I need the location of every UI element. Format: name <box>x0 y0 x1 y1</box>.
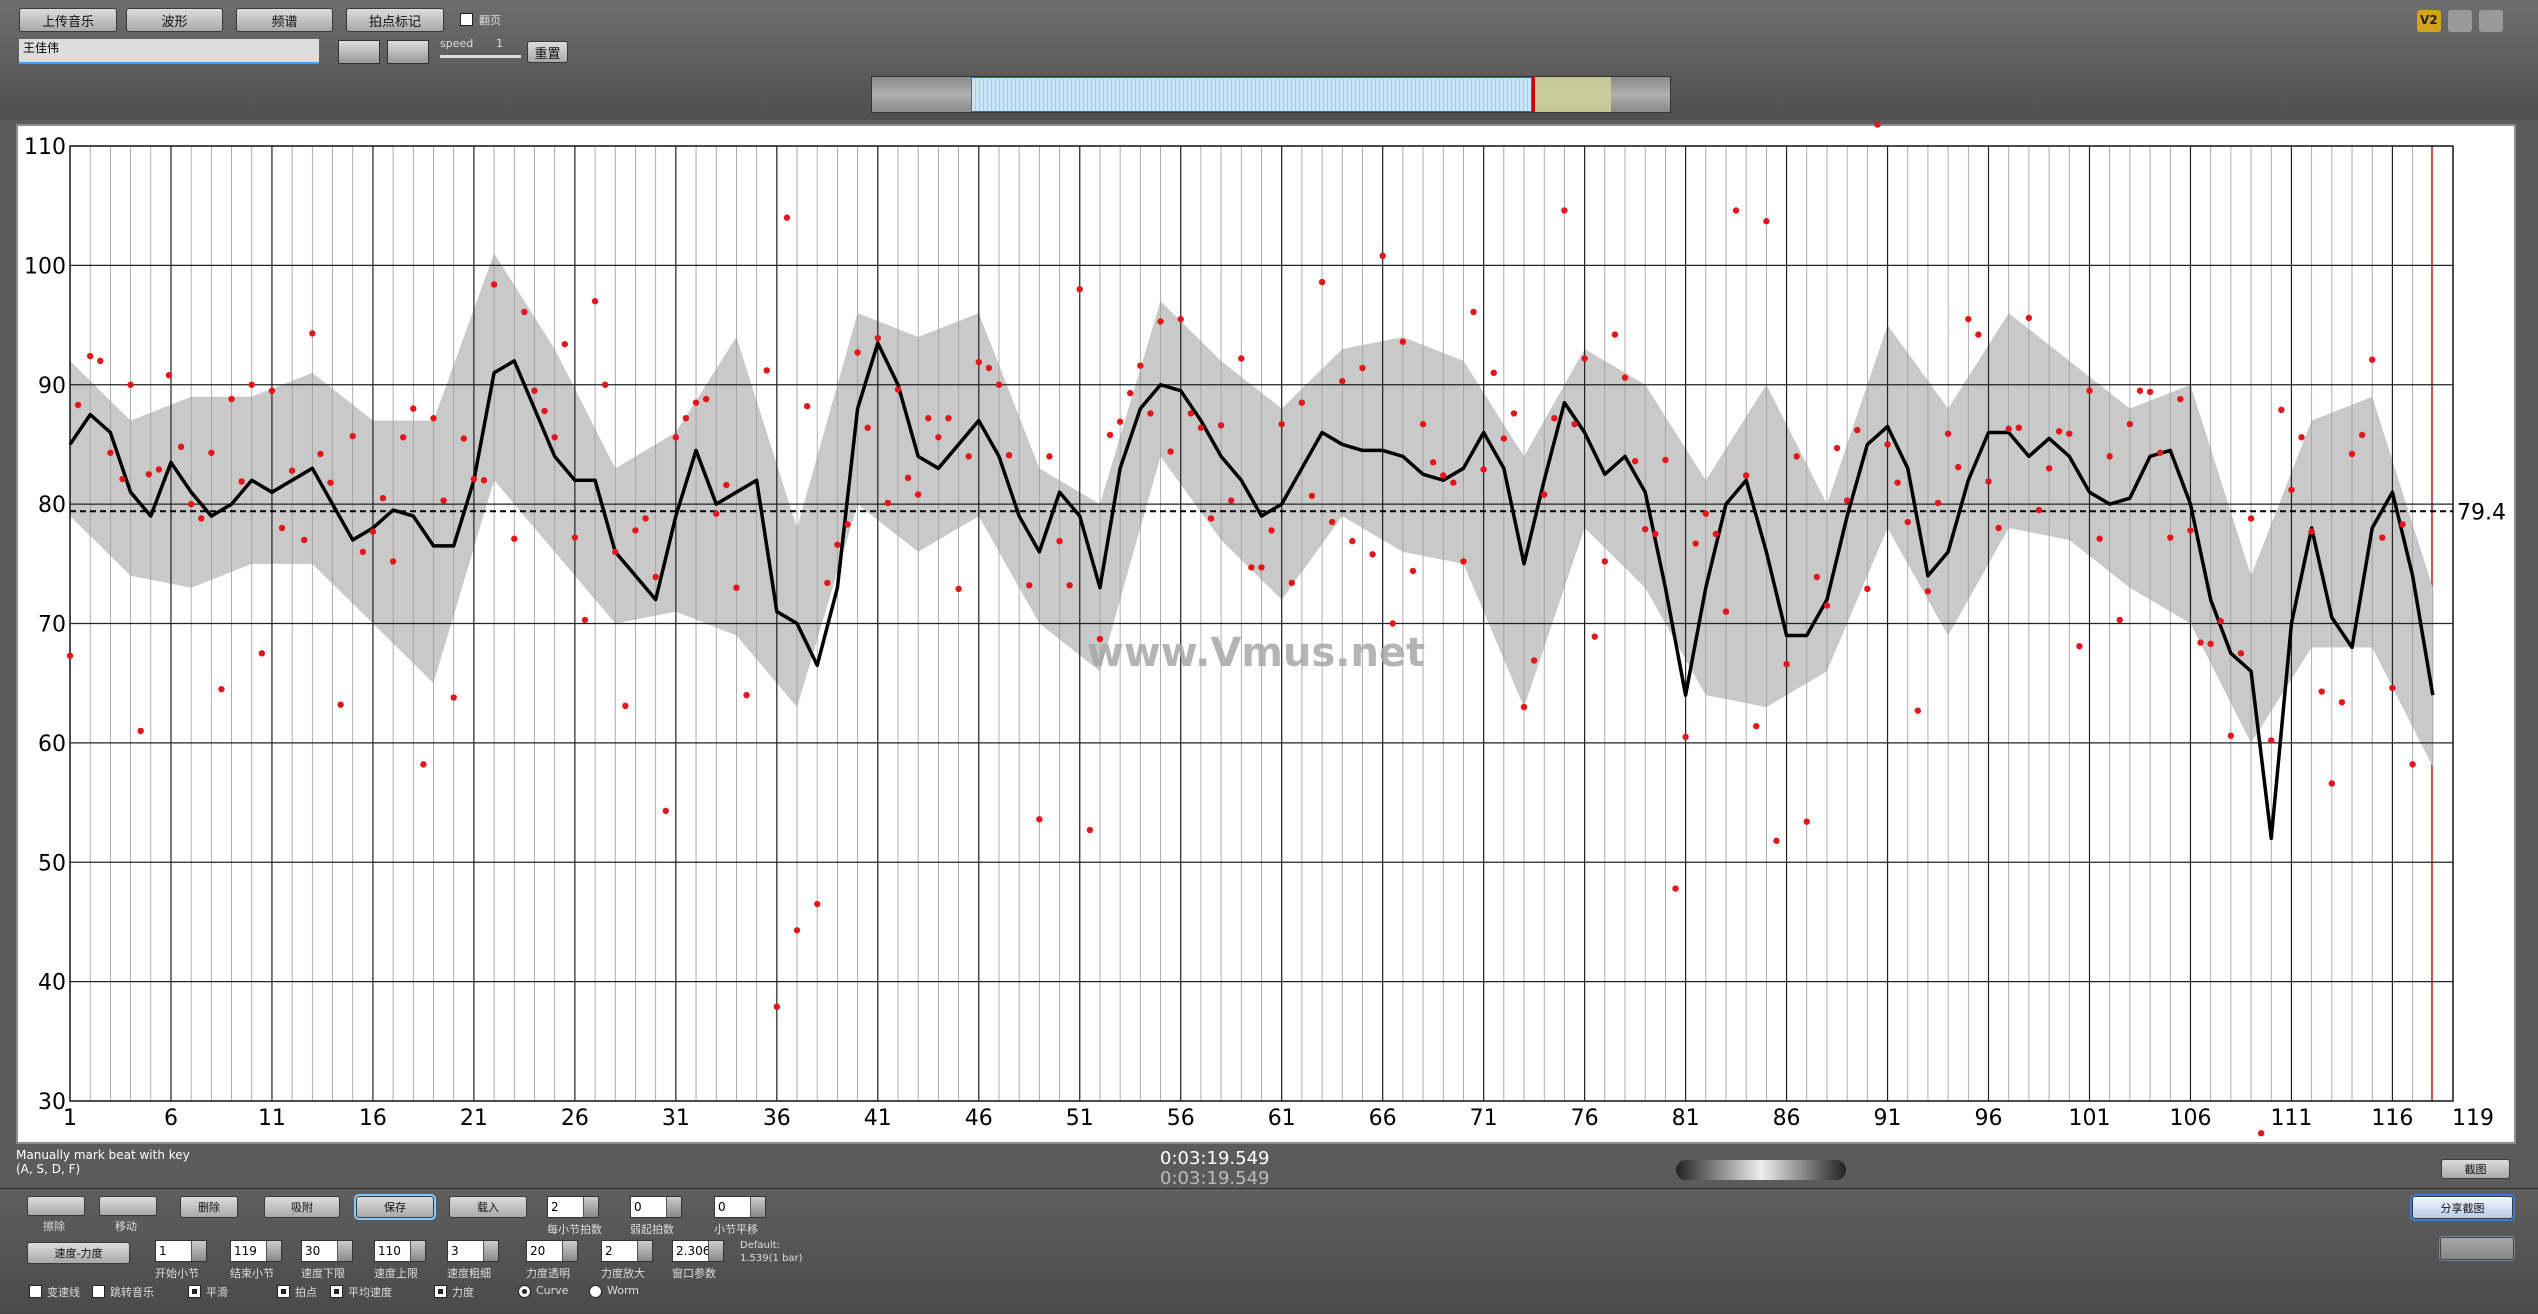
beat-spinner-label: 小节平移 <box>714 1223 758 1236</box>
hint-keys: (A, S, D, F) <box>16 1162 81 1176</box>
toolbar-button[interactable]: 波形 <box>126 8 223 32</box>
view-label: Curve <box>536 1284 569 1297</box>
option-label: 力度 <box>452 1286 474 1299</box>
version-label: V2 <box>2420 13 2438 27</box>
mode-button[interactable]: 速度-力度 <box>27 1242 130 1264</box>
tool-icon-button[interactable] <box>99 1196 157 1216</box>
tool-icon-button[interactable] <box>27 1196 85 1216</box>
disabled-button <box>2439 1236 2515 1261</box>
version-icon[interactable] <box>2417 10 2441 32</box>
window-default-value: 1.539(1 bar) <box>740 1253 803 1264</box>
tool-label: 擦除 <box>43 1220 65 1233</box>
curve-spinner-label: 开始小节 <box>155 1267 199 1280</box>
toolbar-button[interactable]: 拍点标记 <box>346 8 444 32</box>
transport-play[interactable] <box>387 40 429 64</box>
tool-button[interactable]: 吸附 <box>264 1196 340 1218</box>
curve-spinner[interactable]: 2 <box>601 1240 653 1262</box>
option-label: 平均速度 <box>348 1286 392 1299</box>
speed-slider[interactable] <box>440 55 521 58</box>
curve-spinner-label: 速度上限 <box>374 1267 418 1280</box>
toolbar-button[interactable]: 上传音乐 <box>19 8 117 32</box>
curve-spinner[interactable]: 119 <box>230 1240 282 1262</box>
speed-value: 1 <box>496 37 503 50</box>
beat-spinner-label: 弱起拍数 <box>630 1223 674 1236</box>
hint: Manually mark beat with key <box>16 1148 190 1162</box>
option-label: 拍点 <box>295 1286 317 1299</box>
window-default: Default: <box>740 1240 780 1251</box>
beat-spinner[interactable]: 2 <box>547 1196 599 1218</box>
tool-button[interactable]: 载入 <box>449 1196 527 1218</box>
page-checkbox[interactable] <box>460 13 473 26</box>
track-name[interactable]: 王佳伟 <box>19 39 319 64</box>
option-checkbox[interactable] <box>92 1285 105 1298</box>
toolbar-button[interactable]: 频谱 <box>236 8 333 32</box>
beat-spinner[interactable]: 0 <box>630 1196 682 1218</box>
curve-spinner-label: 力度放大 <box>601 1267 645 1280</box>
tool-button[interactable]: 删除 <box>180 1196 238 1218</box>
transport-prev[interactable] <box>338 40 380 64</box>
view-radio[interactable] <box>518 1285 531 1298</box>
option-checkbox[interactable] <box>277 1285 290 1298</box>
curve-spinner[interactable]: 2.3067 <box>672 1240 724 1262</box>
waveform-view[interactable] <box>1532 77 1611 112</box>
option-checkbox[interactable] <box>330 1285 343 1298</box>
page-label: 翻页 <box>479 14 501 27</box>
time-current: 0:03:19.549 <box>1160 1148 1270 1169</box>
chart-panel <box>16 124 2516 1144</box>
beat-spinner-label: 每小节拍数 <box>547 1223 602 1236</box>
timeline-slider[interactable] <box>1676 1160 1846 1180</box>
window-icon[interactable] <box>2479 10 2503 32</box>
curve-spinner[interactable]: 30 <box>301 1240 353 1262</box>
waveform-selection[interactable] <box>971 77 1532 112</box>
curve-spinner[interactable]: 1 <box>155 1240 207 1262</box>
curve-spinner-label: 速度下限 <box>301 1267 345 1280</box>
tool-button[interactable]: 保存 <box>354 1194 436 1220</box>
option-checkbox[interactable] <box>434 1285 447 1298</box>
curve-spinner[interactable]: 110 <box>374 1240 426 1262</box>
share-button[interactable]: 分享截图 <box>2410 1194 2515 1221</box>
option-label: 变速线 <box>47 1286 80 1299</box>
option-label: 平滑 <box>206 1286 228 1299</box>
view-label: Worm <box>607 1284 640 1297</box>
beat-spinner[interactable]: 0 <box>714 1196 766 1218</box>
curve-spinner-label: 结束小节 <box>230 1267 274 1280</box>
curve-spinner-label: 速度粗细 <box>447 1267 491 1280</box>
tool-label: 移动 <box>115 1220 137 1233</box>
speed-label: speed <box>440 37 474 50</box>
option-label: 跳转音乐 <box>110 1286 154 1299</box>
reset-button[interactable]: 重置 <box>527 41 568 63</box>
time-total: 0:03:19.549 <box>1160 1168 1270 1189</box>
option-checkbox[interactable] <box>29 1285 42 1298</box>
view-radio[interactable] <box>589 1285 602 1298</box>
curve-spinner-label: 窗口参数 <box>672 1267 716 1280</box>
curve-spinner-label: 力度透明 <box>526 1267 570 1280</box>
home-icon[interactable] <box>2448 10 2472 32</box>
curve-spinner[interactable]: 20 <box>526 1240 578 1262</box>
screenshot-button[interactable]: 截图 <box>2441 1159 2510 1179</box>
curve-spinner[interactable]: 3 <box>447 1240 499 1262</box>
option-checkbox[interactable] <box>188 1285 201 1298</box>
